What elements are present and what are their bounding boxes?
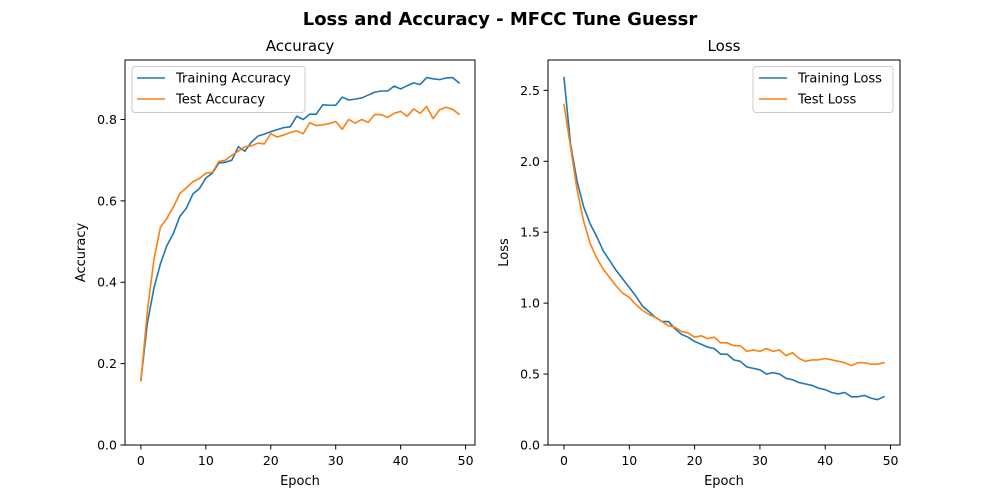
accuracy-x-tick-label: 40 [393, 453, 409, 468]
loss-y-tick-label: 0.0 [520, 438, 540, 453]
loss-legend-label-training: Training Loss [797, 72, 882, 87]
accuracy-x-axis-label: Epoch [280, 474, 320, 489]
accuracy-y-tick-label: 0.6 [97, 193, 117, 208]
loss-y-tick-label: 2.0 [520, 154, 540, 169]
loss-x-tick-label: 20 [687, 453, 703, 468]
accuracy-x-tick-label: 0 [137, 453, 145, 468]
accuracy-ticks: 0 10 20 30 40 50 0.0 0.2 0.4 0.6 0.8 [97, 112, 473, 468]
loss-legend: Training Loss Test Loss [752, 66, 894, 113]
accuracy-legend-label-training: Training Accuracy [175, 72, 291, 87]
accuracy-chart: Accuracy 0 10 20 30 40 50 0.0 0.2 0.4 0.6 0.8 Epoc… [74, 37, 476, 489]
loss-series-training-line [563, 76, 886, 401]
accuracy-x-tick-label: 50 [458, 453, 474, 468]
loss-x-tick-label: 10 [621, 453, 637, 468]
accuracy-legend-frame [131, 66, 306, 113]
loss-y-axis-label: Loss [497, 238, 512, 267]
accuracy-y-axis-label: Accuracy [74, 223, 89, 283]
loss-ticks: 0 10 20 30 40 50 0.0 0.5 1.0 1.5 2.0 2.5 [520, 83, 898, 468]
accuracy-chart-title: Accuracy [266, 37, 335, 55]
loss-chart: Loss 0 10 20 30 40 50 0.0 0.5 1.0 1.5 2.0 2.5 Epoch… [497, 37, 901, 489]
accuracy-legend: Training Accuracy Test Accuracy [131, 66, 306, 113]
loss-series-test-line [563, 103, 885, 367]
loss-chart-title: Loss [708, 37, 741, 55]
accuracy-plot-area [140, 76, 461, 382]
accuracy-legend-label-test: Test Accuracy [175, 93, 265, 108]
loss-x-tick-label: 0 [560, 453, 568, 468]
loss-x-tick-label: 40 [817, 453, 833, 468]
loss-x-tick-label: 50 [883, 453, 899, 468]
loss-plot-area [563, 76, 886, 401]
accuracy-x-tick-label: 30 [328, 453, 344, 468]
accuracy-y-tick-label: 0.4 [97, 275, 117, 290]
loss-legend-label-test: Test Loss [797, 93, 856, 108]
accuracy-y-tick-label: 0.8 [97, 112, 117, 127]
accuracy-y-tick-label: 0.0 [97, 438, 117, 453]
accuracy-x-tick-label: 20 [263, 453, 279, 468]
figure-title: Loss and Accuracy - MFCC Tune Guessr [303, 9, 698, 30]
loss-x-tick-label: 30 [752, 453, 768, 468]
accuracy-y-tick-label: 0.2 [97, 356, 117, 371]
accuracy-series-training-line [140, 76, 461, 381]
loss-y-tick-label: 0.5 [520, 367, 540, 382]
loss-legend-frame [752, 66, 894, 113]
loss-y-tick-label: 1.5 [520, 225, 540, 240]
accuracy-axes-frame [124, 59, 476, 446]
loss-y-tick-label: 1.0 [520, 296, 540, 311]
loss-y-tick-label: 2.5 [520, 83, 540, 98]
accuracy-x-tick-label: 10 [198, 453, 214, 468]
loss-axes-frame [547, 59, 901, 446]
accuracy-series-test-line [140, 105, 461, 382]
loss-x-axis-label: Epoch [704, 474, 744, 489]
